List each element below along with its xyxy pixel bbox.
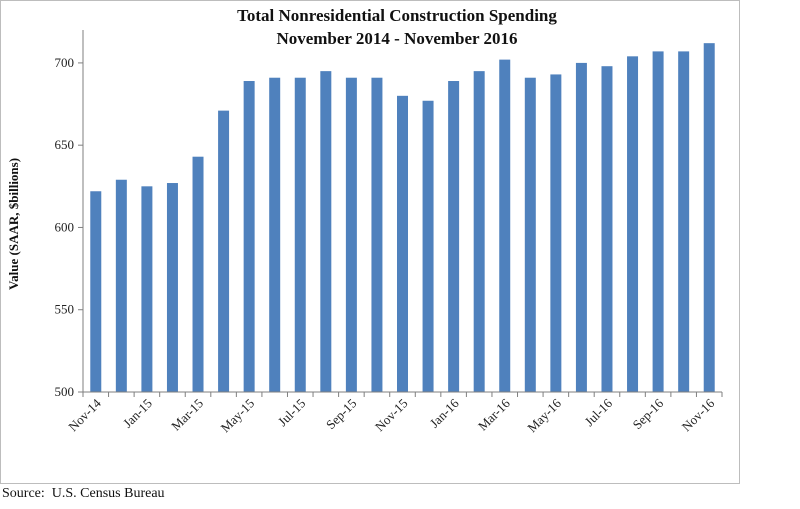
bar-aug-15 <box>320 71 332 393</box>
bar-feb-16 <box>473 71 485 393</box>
bar-jul-16 <box>601 66 613 392</box>
x-tick-label: May-16 <box>524 395 564 435</box>
bar-may-15 <box>243 81 255 392</box>
source-note: Source: U.S. Census Bureau <box>2 486 165 501</box>
chart-subtitle: November 2014 - November 2016 <box>276 29 517 48</box>
y-tick-label: 550 <box>55 302 75 317</box>
x-tick-label: Sep-15 <box>323 396 360 433</box>
x-tick-label: Jul-16 <box>582 395 616 429</box>
bar-apr-15 <box>218 110 230 393</box>
x-tick-label: Nov-15 <box>372 396 411 435</box>
x-tick-label: Mar-16 <box>475 395 513 433</box>
bar-aug-16 <box>627 56 639 393</box>
y-axis-label: Value (SAAR, $billions) <box>6 158 21 290</box>
bar-nov-16 <box>703 43 715 392</box>
bar-sep-16 <box>652 51 664 393</box>
bar-mar-16 <box>499 59 511 392</box>
bar-dec-15 <box>422 100 434 392</box>
bar-may-16 <box>550 74 562 392</box>
bar-nov-14 <box>90 191 102 392</box>
x-tick-label: Jan-15 <box>120 396 155 431</box>
bar-oct-16 <box>678 51 690 393</box>
bar-oct-15 <box>371 77 383 392</box>
bar-mar-15 <box>192 156 204 392</box>
x-tick-label: Mar-15 <box>168 396 206 434</box>
bar-jun-16 <box>575 62 587 393</box>
y-tick-label: 650 <box>55 137 75 152</box>
y-tick-label: 700 <box>55 55 75 70</box>
bar-nov-15 <box>397 95 408 393</box>
x-tick-label: Nov-16 <box>679 395 718 434</box>
y-tick-label: 600 <box>55 219 75 234</box>
chart: Total Nonresidential Construction Spendi… <box>6 6 723 436</box>
bar-jun-15 <box>269 77 281 392</box>
x-tick-label: Jul-15 <box>275 396 309 430</box>
bar-jul-15 <box>294 77 306 392</box>
chart-title: Total Nonresidential Construction Spendi… <box>237 6 557 25</box>
x-tick-label: Sep-16 <box>630 395 667 432</box>
bar-sep-15 <box>345 77 357 392</box>
bar-apr-16 <box>524 77 536 392</box>
bar-dec-14 <box>115 179 127 392</box>
x-tick-label: Nov-14 <box>65 395 104 434</box>
x-tick-label: Jan-16 <box>427 395 462 430</box>
x-tick-label: May-15 <box>218 396 258 436</box>
bar-feb-15 <box>166 183 178 392</box>
y-tick-label: 500 <box>55 384 75 399</box>
bar-jan-15 <box>141 186 153 392</box>
bar-jan-16 <box>448 81 460 392</box>
